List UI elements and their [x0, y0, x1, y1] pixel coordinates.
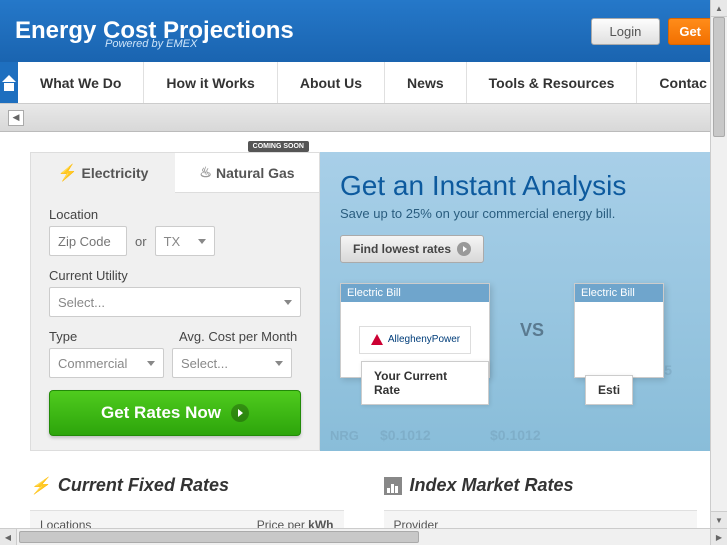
nav-about-us[interactable]: About Us — [278, 62, 385, 103]
vs-text: vs — [520, 320, 544, 341]
index-rates-title: Index Market Rates — [384, 475, 698, 496]
vertical-scrollbar[interactable]: ▲ ▼ — [710, 0, 727, 528]
cost-label: Avg. Cost per Month — [179, 329, 297, 344]
scroll-thumb[interactable] — [713, 17, 725, 137]
or-text: or — [135, 234, 147, 249]
scroll-thumb[interactable] — [19, 531, 419, 543]
flame-icon: ♨ — [199, 164, 212, 181]
ghost-price: $0.1012 — [490, 427, 541, 443]
cost-select[interactable]: Select... — [172, 348, 292, 378]
scroll-up-icon[interactable]: ▲ — [711, 0, 727, 17]
header: Energy Cost Projections Powered by EMEX … — [0, 0, 727, 62]
index-rates-title-text: Index Market Rates — [410, 475, 574, 496]
fixed-rates-title-text: Current Fixed Rates — [58, 475, 229, 496]
location-label: Location — [49, 207, 301, 222]
type-value: Commercial — [58, 356, 127, 371]
home-icon — [0, 75, 18, 91]
site-subtitle: Powered by EMEX — [105, 38, 197, 50]
hero-title: Get an Instant Analysis — [340, 170, 692, 202]
scroll-left-icon[interactable]: ◀ — [0, 529, 17, 545]
scroll-down-icon[interactable]: ▼ — [711, 511, 727, 528]
get-button[interactable]: Get — [668, 18, 712, 45]
triangle-icon — [370, 333, 384, 347]
scroll-left-button[interactable]: ◀ — [8, 110, 24, 126]
find-rates-label: Find lowest rates — [353, 242, 451, 256]
cost-value: Select... — [181, 356, 228, 371]
main-nav: What We Do How it Works About Us News To… — [0, 62, 727, 104]
utility-select[interactable]: Select... — [49, 287, 301, 317]
sub-toolbar: ◀ — [0, 104, 727, 132]
coming-soon-badge: COMING SOON — [248, 141, 309, 152]
bill-header: Electric Bill — [575, 284, 663, 302]
ghost-price: $0.1012 — [380, 427, 431, 443]
zip-code-input[interactable] — [49, 226, 127, 256]
chevron-down-icon — [275, 361, 283, 366]
get-rates-button[interactable]: Get Rates Now — [49, 390, 301, 436]
horizontal-scrollbar[interactable]: ◀ ▶ — [0, 528, 727, 545]
bolt-icon: ⚡ — [30, 476, 50, 496]
nav-news[interactable]: News — [385, 62, 467, 103]
state-value: TX — [164, 234, 181, 249]
bill-header: Electric Bill — [341, 284, 489, 302]
state-select[interactable]: TX — [155, 226, 215, 256]
bill-current: Electric Bill AlleghenyPower Your Curren… — [340, 283, 490, 378]
nav-home[interactable] — [0, 62, 18, 103]
fixed-rates-title: ⚡ Current Fixed Rates — [30, 475, 344, 496]
play-icon — [231, 404, 249, 422]
bolt-icon: ⚡ — [58, 163, 78, 183]
current-rate-label: Your Current Rate — [361, 361, 489, 405]
nav-tools-resources[interactable]: Tools & Resources — [467, 62, 638, 103]
tab-electricity[interactable]: ⚡ Electricity — [31, 153, 175, 193]
rate-form-panel: ⚡ Electricity ♨ Natural Gas COMING SOON … — [30, 152, 320, 451]
type-select[interactable]: Commercial — [49, 348, 164, 378]
tab-gas-label: Natural Gas — [216, 165, 295, 181]
find-rates-button[interactable]: Find lowest rates — [340, 235, 484, 263]
get-rates-label: Get Rates Now — [101, 403, 221, 423]
hero-panel: $0.0985 $0.1012 $0.1012 NRG Get an Insta… — [320, 152, 712, 451]
chevron-down-icon — [198, 239, 206, 244]
chart-icon — [384, 477, 402, 495]
login-button[interactable]: Login — [591, 18, 661, 45]
nav-what-we-do[interactable]: What We Do — [18, 62, 144, 103]
bill-estimate: Electric Bill Esti — [574, 283, 664, 378]
utility-label: Current Utility — [49, 268, 301, 283]
tab-electricity-label: Electricity — [81, 165, 148, 181]
chevron-down-icon — [147, 361, 155, 366]
hero-subtitle: Save up to 25% on your commercial energy… — [340, 206, 692, 221]
provider-name: AlleghenyPower — [388, 334, 460, 345]
provider-logo: AlleghenyPower — [359, 326, 471, 354]
play-icon — [457, 242, 471, 256]
ghost-nrg: NRG — [330, 428, 359, 443]
chevron-down-icon — [284, 300, 292, 305]
utility-value: Select... — [58, 295, 105, 310]
scroll-right-icon[interactable]: ▶ — [710, 529, 727, 545]
type-label: Type — [49, 329, 159, 344]
tab-natural-gas[interactable]: ♨ Natural Gas COMING SOON — [175, 153, 319, 193]
estimate-label: Esti — [585, 375, 633, 405]
nav-how-it-works[interactable]: How it Works — [144, 62, 277, 103]
